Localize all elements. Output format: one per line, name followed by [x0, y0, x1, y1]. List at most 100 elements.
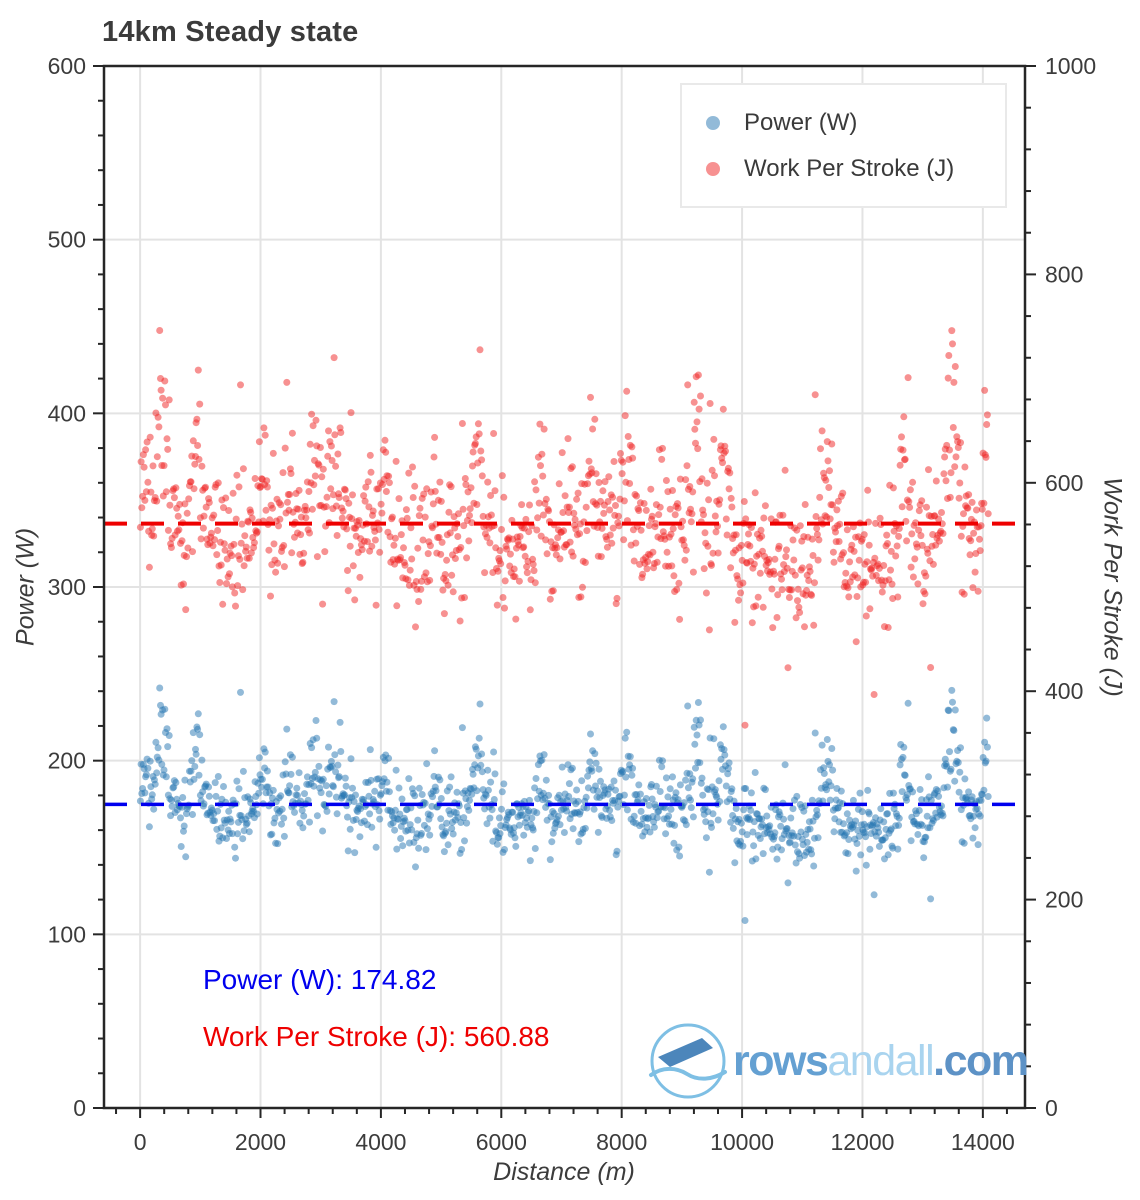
power-scatter-point [323, 807, 331, 815]
power-scatter-point [582, 793, 590, 801]
wps-scatter-point [765, 555, 773, 563]
power-scatter-point [692, 764, 699, 772]
wps-scatter-point [829, 548, 837, 556]
wps-scatter-point [944, 374, 952, 382]
power-scatter-point [437, 795, 445, 802]
power-scatter-point [531, 845, 539, 852]
wps-scatter-point [676, 615, 684, 623]
wps-scatter-point [612, 502, 619, 509]
power-scatter-point [590, 805, 598, 813]
wps-scatter-point [216, 579, 224, 586]
wps-scatter-point [561, 492, 569, 500]
wps-scatter-point [900, 413, 908, 421]
power-scatter-point [217, 824, 225, 832]
power-scatter-point [759, 850, 767, 858]
wps-scatter-point [343, 525, 351, 533]
power-scatter-point [437, 815, 445, 823]
power-scatter-point [542, 776, 550, 784]
wps-scatter-point [415, 512, 423, 520]
wps-scatter-point [951, 363, 959, 370]
wps-scatter-point [280, 563, 288, 571]
power-scatter-point [243, 819, 251, 827]
x-tick-label: 4000 [355, 1129, 406, 1155]
y-left-tick-label: 600 [48, 53, 86, 79]
wps-scatter-point [157, 386, 165, 394]
power-scatter-point [233, 777, 241, 785]
wps-scatter-point [361, 497, 369, 505]
wps-scatter-point [377, 500, 385, 508]
wps-scatter-point [636, 560, 644, 568]
wps-scatter-point [461, 475, 469, 482]
wps-scatter-point [345, 499, 353, 507]
wps-scatter-point [483, 533, 491, 541]
power-scatter-point [808, 796, 816, 804]
wps-scatter-point [773, 614, 781, 621]
wps-scatter-point [167, 544, 175, 551]
wps-scatter-point [612, 600, 620, 608]
wps-scatter-point [976, 547, 984, 555]
wps-scatter-point [539, 472, 547, 480]
wps-scatter-point [180, 580, 187, 588]
power-scatter-point [188, 757, 196, 765]
wps-scatter-point [653, 558, 661, 566]
wps-scatter-point [220, 540, 228, 548]
power-scatter-point [976, 812, 984, 820]
wps-scatter-point [525, 528, 533, 536]
power-scatter-point [313, 812, 321, 820]
wps-mean-annotation: Work Per Stroke (J): 560.88 [203, 1021, 550, 1052]
wps-scatter-point [628, 443, 636, 451]
power-scatter-point [800, 807, 808, 815]
wps-scatter-point [185, 495, 193, 503]
power-scatter-point [447, 773, 455, 781]
y-axis-right-label: Work Per Stroke (J) [1098, 477, 1127, 697]
wps-scatter-point [437, 550, 445, 558]
power-scatter-point [180, 827, 187, 835]
wps-scatter-point [770, 570, 778, 578]
power-scatter-point [983, 743, 991, 751]
power-scatter-point [205, 783, 213, 791]
power-scatter-point [180, 822, 188, 830]
power-scatter-point [665, 812, 673, 820]
wps-scatter-point [694, 371, 702, 379]
logo-text-andall: andall [827, 1036, 934, 1085]
power-scatter-point [198, 756, 206, 764]
wps-scatter-point [306, 440, 314, 448]
wps-scatter-point [924, 549, 932, 557]
power-scatter-point [509, 808, 517, 816]
power-scatter-point [854, 826, 862, 834]
wps-scatter-point [153, 453, 161, 461]
power-scatter-point [526, 857, 534, 865]
wps-scatter-point [230, 540, 238, 548]
power-scatter-point [280, 814, 288, 822]
logo-text: rowsandall.com [733, 1036, 1029, 1086]
wps-scatter-point [496, 547, 504, 555]
power-scatter-point [877, 805, 885, 813]
wps-scatter-point [946, 446, 953, 454]
power-scatter-point [426, 831, 434, 839]
power-scatter-point [152, 738, 160, 746]
power-scatter-point [529, 826, 537, 834]
wps-scatter-point [571, 516, 579, 523]
wps-scatter-point [155, 423, 163, 431]
power-scatter-point [829, 766, 837, 774]
power-scatter-point [288, 753, 296, 761]
wps-scatter-point [917, 532, 925, 540]
wps-scatter-point [498, 472, 506, 480]
wps-scatter-point [853, 593, 861, 600]
wps-scatter-point [629, 454, 637, 462]
wps-scatter-point [526, 501, 533, 509]
axis-tick-labels: 0 2000 4000 6000 8000 10000 12000 1400001002003… [48, 53, 1097, 1155]
wps-scatter-point [769, 624, 777, 632]
power-scatter-point [666, 785, 674, 793]
power-scatter-point [298, 806, 306, 814]
power-scatter-point [709, 810, 717, 818]
wps-scatter-point [263, 477, 271, 485]
legend-item-wps: Work Per Stroke (J) [682, 146, 1005, 192]
wps-scatter-point [446, 529, 454, 537]
wps-scatter-point [576, 530, 584, 538]
wps-scatter-point [927, 664, 935, 671]
power-scatter-point [901, 771, 909, 779]
power-scatter-point [299, 824, 307, 832]
power-scatter-point [728, 785, 736, 793]
power-scatter-point [546, 856, 554, 864]
